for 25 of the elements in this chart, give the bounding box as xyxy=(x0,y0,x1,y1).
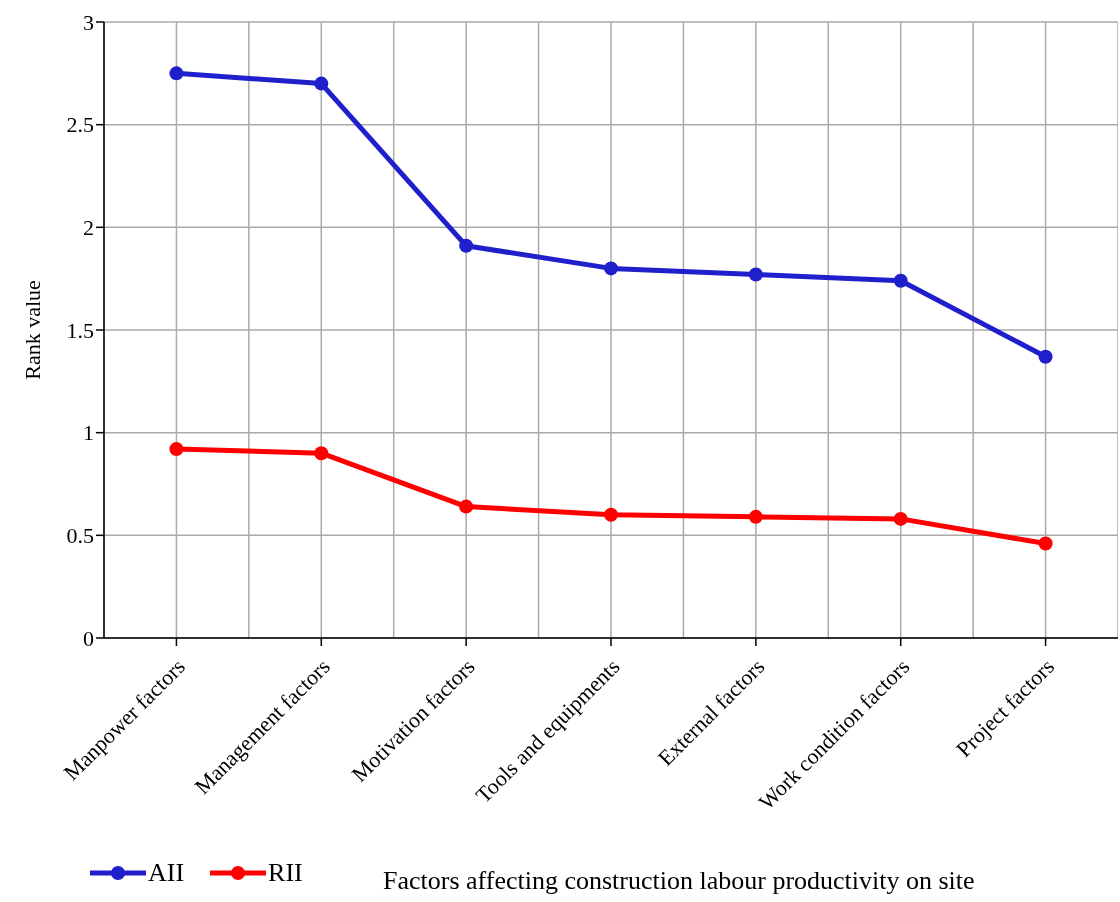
point xyxy=(748,509,763,524)
y-tick-label: 1.5 xyxy=(66,317,94,343)
y-tick-label: 0.5 xyxy=(66,523,94,549)
y-axis-title: Rank value xyxy=(19,280,45,380)
legend-label: AII xyxy=(148,858,185,888)
x-axis-title: Factors affecting construction labour productivity on site xyxy=(383,866,975,896)
y-tick-label: 2 xyxy=(83,215,94,241)
point xyxy=(1038,536,1053,551)
point xyxy=(748,267,763,282)
point xyxy=(314,76,329,91)
point xyxy=(604,507,618,522)
point xyxy=(459,238,474,253)
point xyxy=(604,261,618,276)
y-tick-label: 0 xyxy=(83,625,94,651)
point xyxy=(169,66,184,81)
y-tick-label: 2.5 xyxy=(66,112,94,138)
legend-label: RII xyxy=(268,858,303,888)
point xyxy=(1038,349,1053,364)
point xyxy=(314,446,329,461)
point xyxy=(893,511,908,526)
y-tick-label: 3 xyxy=(83,9,94,35)
y-tick-label: 1 xyxy=(83,420,94,446)
point xyxy=(459,499,474,514)
point xyxy=(893,273,908,288)
point xyxy=(169,442,184,457)
